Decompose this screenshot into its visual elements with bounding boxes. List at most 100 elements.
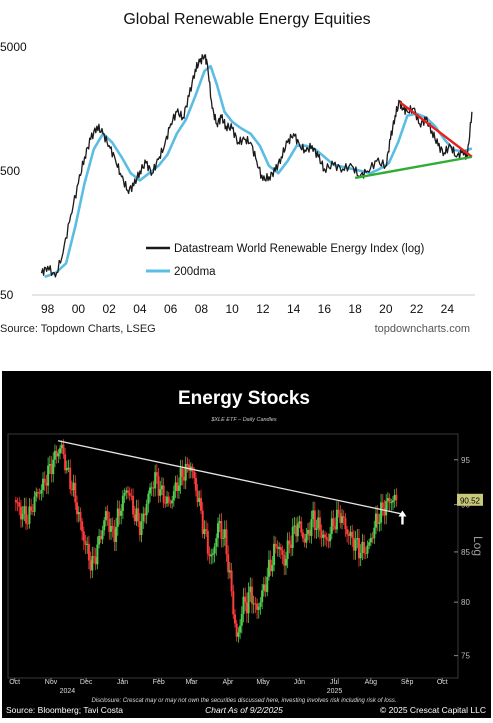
candle: [55, 445, 58, 464]
candle: [99, 529, 102, 544]
candle: [371, 531, 374, 544]
candle: [164, 495, 167, 508]
candle: [79, 507, 82, 531]
last-price-label: 90.52: [460, 496, 481, 505]
x-tick-label: 22: [410, 302, 424, 316]
candle: [247, 582, 250, 624]
candle: [30, 498, 33, 515]
candle: [239, 619, 242, 640]
candle: [374, 505, 377, 535]
candle: [86, 536, 89, 554]
candle: [145, 499, 148, 524]
candle: [84, 534, 87, 555]
candle: [240, 606, 243, 634]
candle: [57, 449, 60, 464]
candle: [76, 495, 79, 523]
candle: [325, 532, 328, 548]
x-tick-label: 18: [348, 302, 362, 316]
candle: [320, 524, 323, 547]
candle: [118, 500, 121, 525]
candle: [143, 507, 146, 524]
renewable-energy-chart: Global Renewable Energy Equities 5000500…: [0, 11, 475, 335]
candle: [206, 522, 209, 561]
x-tick-label: Nov: [45, 679, 58, 686]
candle: [274, 536, 277, 554]
candle: [380, 493, 383, 531]
candle: [332, 509, 335, 531]
candle: [18, 496, 21, 516]
x-tick-label: May: [256, 679, 270, 686]
candle: [373, 520, 376, 545]
candle: [369, 533, 372, 547]
candle: [366, 540, 369, 559]
y-tick-label: 50: [0, 288, 14, 302]
candle: [60, 440, 63, 454]
x-tick-label: Feb: [153, 679, 165, 686]
candle: [181, 459, 184, 486]
candle: [313, 501, 316, 539]
candle: [322, 529, 325, 547]
y-tick-label: 500: [0, 164, 20, 178]
candle: [98, 528, 101, 549]
x-tick-label: Oct: [437, 679, 448, 686]
candle: [378, 513, 381, 532]
candle: [126, 485, 129, 499]
candle: [283, 548, 286, 576]
candle: [108, 511, 111, 540]
candle: [125, 487, 128, 500]
candle: [91, 546, 94, 578]
candle: [52, 452, 55, 483]
candle: [290, 535, 293, 557]
x-tick-label: 20: [379, 302, 393, 316]
candle: [300, 516, 303, 537]
candle: [317, 509, 320, 538]
energy-stocks-chart-panel: Energy Stocks $XLE ETF – Daily Candles 7…: [2, 371, 491, 718]
disclaimer-text: Disclosure: Crescat may or may not own t…: [91, 698, 396, 704]
candle: [104, 506, 107, 527]
candle: [256, 598, 259, 620]
candle: [82, 526, 85, 551]
candle: [43, 471, 46, 491]
candle: [308, 521, 311, 543]
candle: [94, 548, 97, 571]
candle: [210, 548, 213, 565]
x-tick-label: Aug: [365, 679, 378, 686]
x-tick-label: Oct: [9, 679, 20, 686]
candle: [21, 506, 24, 528]
candle: [220, 513, 223, 548]
candle: [335, 501, 338, 534]
candle: [59, 445, 62, 460]
candle: [47, 457, 50, 495]
candle: [31, 504, 34, 516]
candle: [162, 477, 165, 508]
candle: [324, 531, 327, 546]
candle: [72, 474, 75, 497]
candle: [276, 540, 279, 557]
x-tick-label: 98: [41, 302, 55, 316]
candle: [266, 567, 269, 597]
candle: [16, 497, 19, 512]
candle: [200, 489, 203, 515]
candle: [318, 510, 321, 540]
x-tick-label: 10: [225, 302, 239, 316]
candle: [177, 477, 180, 499]
candle: [269, 550, 272, 576]
candle: [138, 512, 141, 542]
candle: [235, 619, 238, 642]
candle: [28, 498, 31, 529]
candle: [284, 551, 287, 576]
candle: [395, 488, 398, 507]
candle: [351, 524, 354, 548]
candle: [113, 519, 116, 552]
candle: [48, 455, 51, 475]
y-tick-label: 75: [461, 652, 470, 661]
candle: [184, 456, 187, 490]
red-trendline: [398, 101, 473, 158]
candle: [295, 517, 298, 543]
last-price-badge: [457, 493, 483, 506]
x-tick-label: Apr: [222, 679, 234, 686]
candle: [390, 498, 393, 511]
candle: [140, 513, 143, 543]
candle: [160, 477, 163, 496]
candle: [142, 506, 145, 529]
